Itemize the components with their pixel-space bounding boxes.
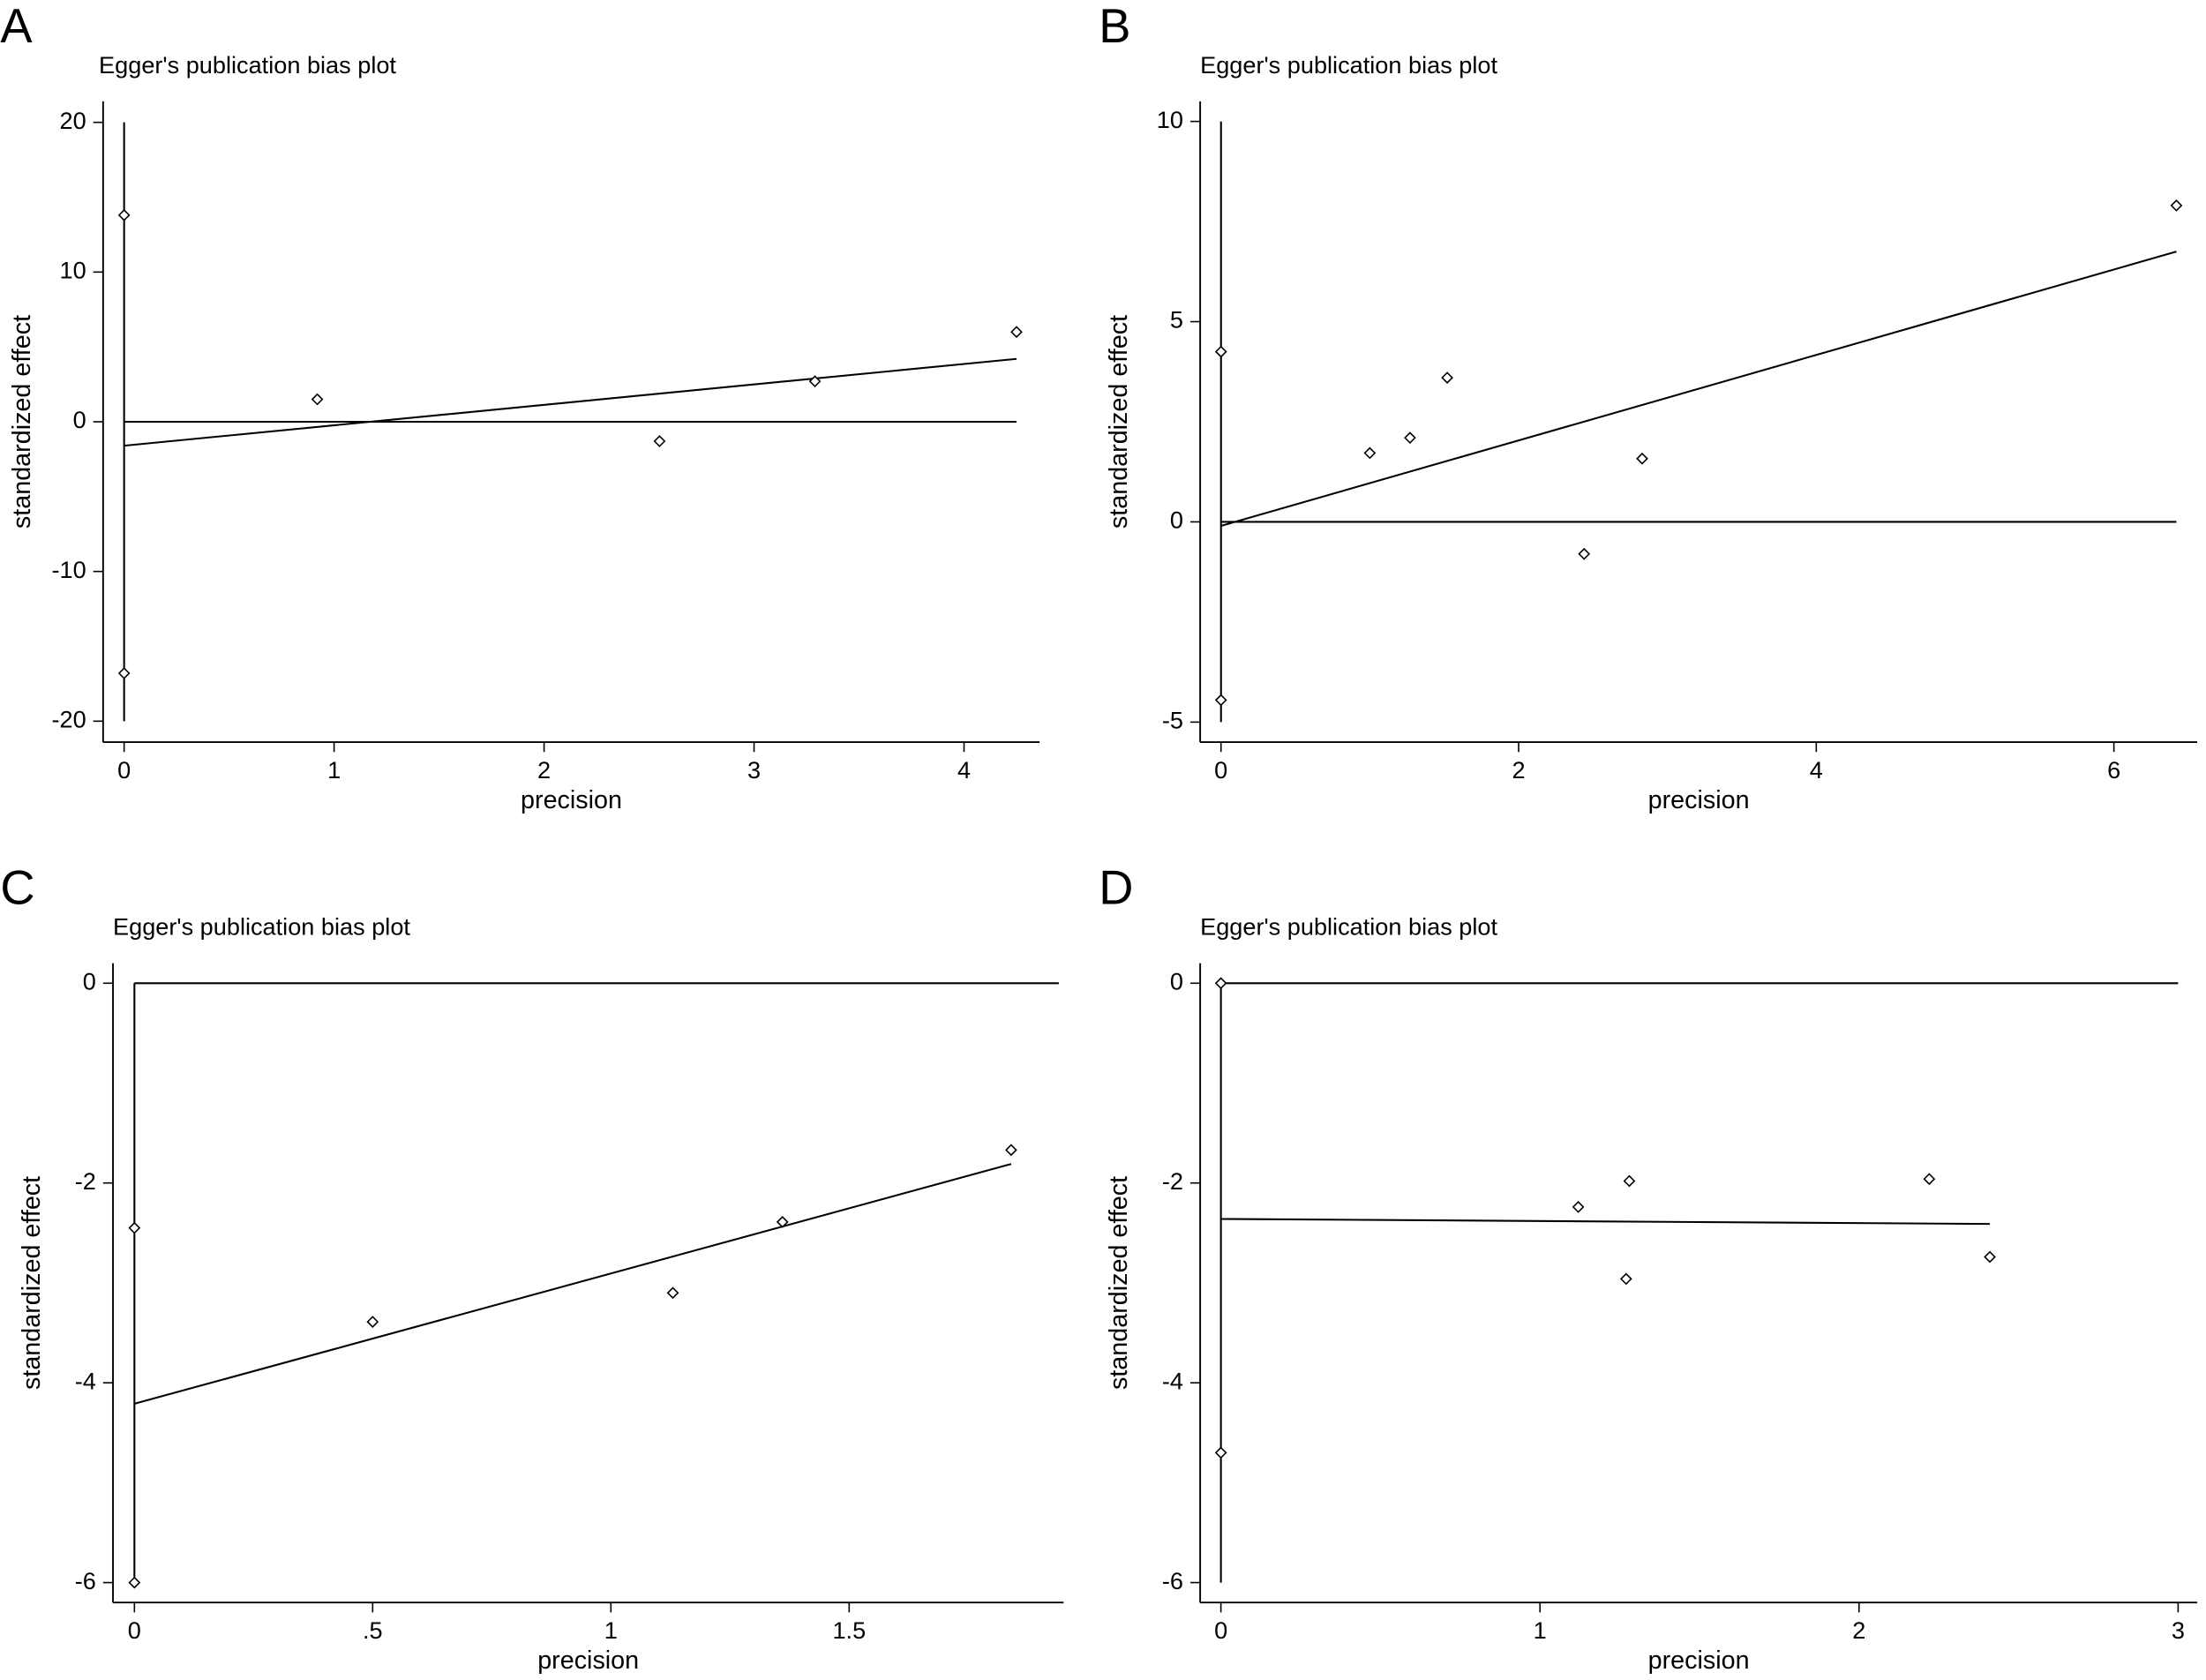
x-tick-label: 2 [1852,1616,1865,1644]
point [128,1221,141,1234]
point [1923,1173,1936,1186]
y-tick-label: -4 [75,1367,96,1394]
x-tick-label: 1 [327,756,341,784]
point [653,435,666,447]
point [1010,326,1023,339]
y-axis-label: standardized effect [18,1176,46,1390]
point [128,1576,141,1589]
reference-line [1220,251,2177,527]
chart-title: Egger's publication bias plot [1200,51,1497,79]
y-tick-label: 0 [1170,967,1183,994]
x-tick-label: 0 [1214,1616,1227,1644]
x-axis-label: precision [521,786,622,814]
point [1214,345,1227,358]
point [1572,1201,1585,1213]
x-tick-label: 3 [2172,1616,2185,1644]
point [1214,694,1227,707]
y-axis-label: standardized effect [1105,1176,1133,1390]
point [117,208,131,221]
point [1578,547,1591,560]
panel-label: D [1099,862,1133,915]
y-tick-label: -2 [75,1167,96,1195]
point [776,1215,789,1228]
point [1441,371,1453,384]
y-tick-label: -4 [1162,1367,1183,1394]
y-axis-label: standardized effect [1105,315,1133,529]
y-tick-label: -5 [1162,707,1183,734]
x-tick-label: 0 [128,1616,141,1644]
y-axis-label: standardized effect [8,315,36,529]
y-tick-label: 0 [73,406,86,433]
y-tick-label: -2 [1162,1167,1183,1195]
chart-title: Egger's publication bias plot [113,913,410,941]
chart-title: Egger's publication bias plot [99,51,396,79]
point [311,393,324,406]
y-tick-label: 20 [60,107,86,134]
y-tick-label: -20 [51,705,86,732]
x-tick-label: 1 [604,1616,618,1644]
x-tick-label: 2 [537,756,551,784]
point [1623,1174,1636,1188]
y-tick-label: 10 [1157,106,1183,133]
point [366,1316,379,1328]
y-tick-label: 10 [60,257,86,284]
y-tick-label: -6 [75,1567,96,1594]
y-tick-label: -10 [51,556,86,583]
reference-line [1220,1218,1991,1226]
y-tick-label: 0 [83,967,96,994]
x-tick-label: 0 [117,756,131,784]
point [1005,1144,1017,1157]
point [1404,431,1416,445]
y-tick-label: 5 [1170,306,1183,334]
x-axis-label: precision [537,1646,639,1675]
point [2170,199,2183,212]
x-axis-label: precision [1648,786,1750,814]
point [117,667,131,679]
x-tick-label: 1 [1534,1616,1547,1644]
point [1984,1250,1996,1264]
x-tick-label: .5 [363,1616,383,1644]
y-tick-label: 0 [1170,506,1183,534]
x-tick-label: 4 [1810,756,1823,784]
x-axis-label: precision [1648,1646,1750,1675]
panel-label: C [0,862,34,915]
x-tick-label: 1.5 [832,1616,866,1644]
point [1636,452,1648,465]
reference-line [134,1163,1012,1405]
point [808,375,822,388]
point [1214,1446,1227,1459]
point [1619,1272,1632,1286]
point [1214,977,1227,990]
point [666,1286,679,1300]
x-tick-label: 0 [1214,756,1227,784]
x-tick-label: 6 [2107,756,2120,784]
x-tick-label: 4 [957,756,971,784]
x-tick-label: 3 [747,756,761,784]
chart-title: Egger's publication bias plot [1200,913,1497,941]
y-tick-label: -6 [1162,1567,1183,1594]
x-tick-label: 2 [1512,756,1525,784]
reference-line [124,357,1017,447]
panel-label: B [1099,0,1130,53]
point [1363,446,1377,460]
panel-label: A [0,0,33,53]
